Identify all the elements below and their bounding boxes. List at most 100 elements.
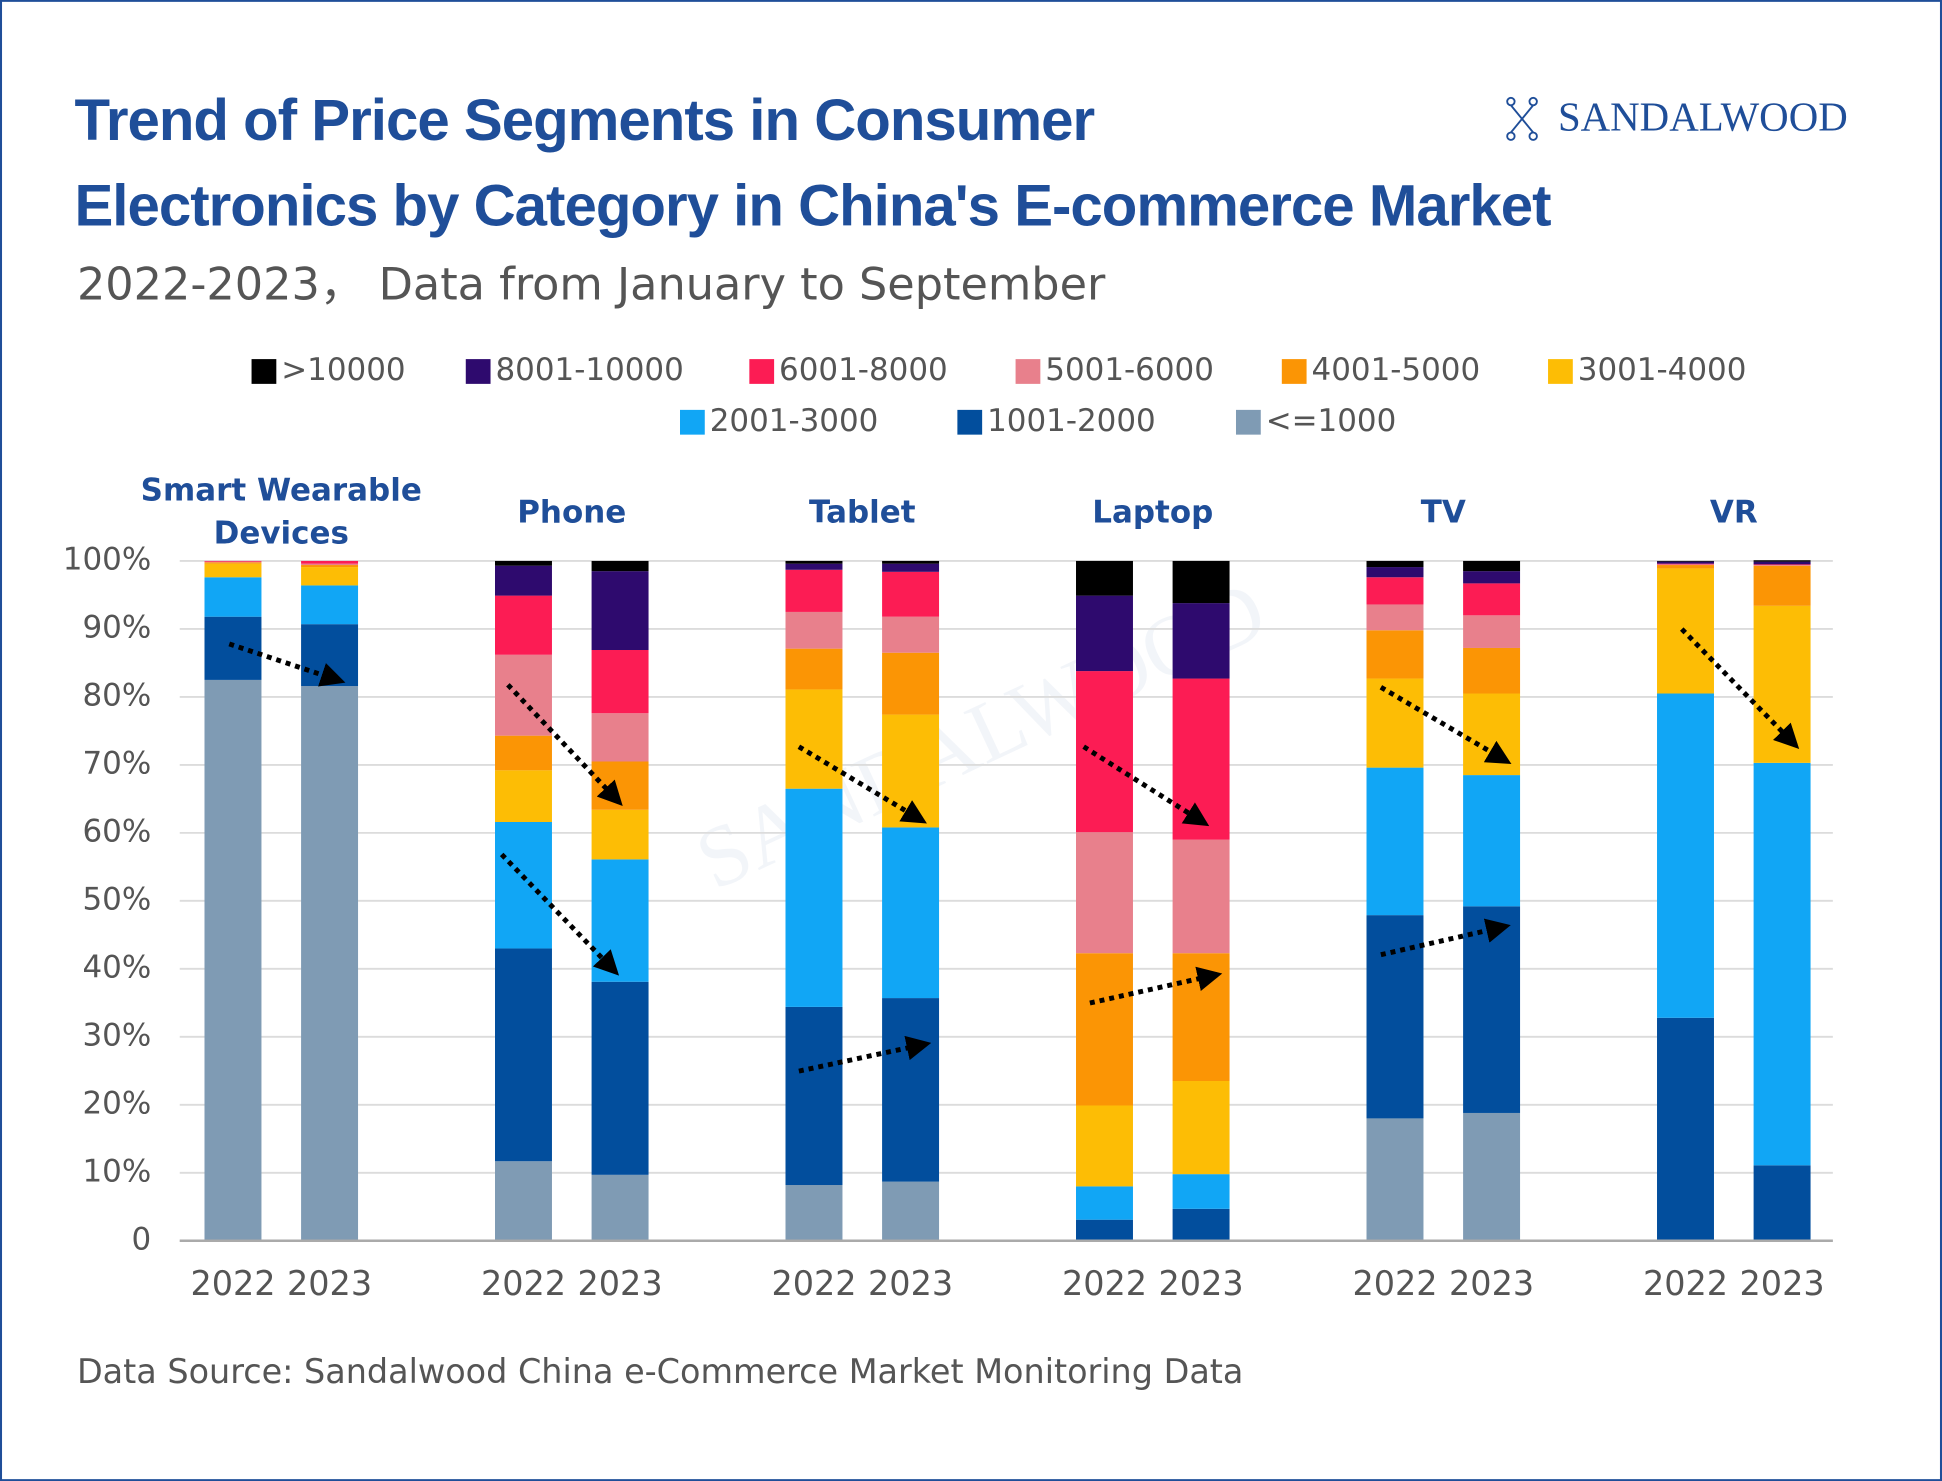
- group-label: Laptop: [1092, 493, 1214, 530]
- title-box: Trend of Price Segments in Consumer Elec…: [74, 86, 1551, 238]
- legend-swatch: [957, 409, 983, 435]
- legend-swatch: [749, 359, 775, 384]
- bar-segment: [1076, 1186, 1133, 1220]
- bar-segment: [1657, 564, 1714, 566]
- y-tick-label: 30%: [82, 1017, 151, 1053]
- bar-segment: [1366, 567, 1424, 578]
- bar-segment: [494, 948, 552, 1162]
- legend-label: 5001-6000: [1045, 352, 1214, 388]
- y-tick-label: 60%: [82, 813, 151, 849]
- y-tick-label: 40%: [82, 949, 151, 985]
- bar-segment: [1657, 563, 1714, 565]
- bar-segment: [882, 1181, 940, 1241]
- y-tick-label: 0: [132, 1221, 152, 1257]
- subtitle: 2022-2023， Data from January to Septembe…: [77, 258, 1106, 310]
- y-tick-label: 10%: [82, 1153, 151, 1189]
- bar-segment: [494, 560, 552, 566]
- bar-segment: [785, 563, 843, 570]
- bar-segment: [301, 565, 359, 568]
- bar-segment: [591, 1174, 649, 1241]
- bar-segment: [1753, 564, 1811, 566]
- bar-segment: [494, 595, 552, 655]
- legend-label: 3001-4000: [1578, 352, 1747, 388]
- group-label-box: Laptop: [1092, 493, 1214, 530]
- bar-segment: [301, 624, 359, 687]
- bar-segment: [1753, 560, 1811, 562]
- legend-label: 8001-10000: [495, 352, 683, 388]
- bar-segment: [882, 714, 940, 828]
- bar-segment: [1657, 693, 1714, 1018]
- legend-label: 6001-8000: [779, 352, 948, 388]
- bar-segment: [882, 616, 940, 653]
- bar-segment: [1463, 571, 1521, 584]
- legend-label: <=1000: [1266, 403, 1397, 439]
- bar-segment: [301, 563, 359, 566]
- legend-swatch: [1548, 359, 1573, 384]
- bar-segment: [1076, 953, 1133, 1106]
- bar-segment: [301, 585, 359, 625]
- bar-segment: [785, 1185, 843, 1241]
- bar-segment: [1076, 1219, 1133, 1241]
- bar-segment: [1366, 915, 1424, 1119]
- bar-segment: [494, 770, 552, 822]
- bar-segment: [1657, 565, 1714, 569]
- bar-segment: [1366, 630, 1424, 679]
- bar-segment: [1463, 560, 1521, 572]
- bar-segment: [1366, 577, 1424, 605]
- legend-swatch: [1235, 409, 1261, 435]
- bar-segment: [1753, 605, 1811, 763]
- bar-segment: [882, 563, 940, 572]
- bar-segment: [1753, 561, 1811, 565]
- group-label: VR: [1709, 493, 1758, 530]
- bar-segment: [301, 686, 359, 1241]
- bar-segment: [1172, 1081, 1230, 1175]
- bar-segment: [1366, 560, 1424, 568]
- logo-icon: [1506, 96, 1538, 141]
- group-label-box: Smart Wearable Devices: [141, 472, 422, 551]
- x-tick-label: 2023: [1159, 1264, 1244, 1303]
- bar-segment: [1172, 839, 1230, 954]
- bar-segment: [1366, 678, 1424, 768]
- bar-segment: [204, 616, 262, 680]
- legend-swatch: [1015, 359, 1041, 384]
- x-tick-label: 2022: [1062, 1264, 1147, 1303]
- bar-segment: [494, 1161, 552, 1241]
- legend-label: 2001-3000: [710, 403, 879, 439]
- group-label: TV: [1420, 493, 1466, 530]
- bar-segment: [1366, 1118, 1424, 1241]
- bar-segment: [785, 648, 843, 690]
- bar-segment: [204, 560, 262, 562]
- legend-swatch: [465, 359, 491, 384]
- bar-segment: [204, 561, 262, 563]
- y-tick-label: 80%: [82, 677, 151, 713]
- x-tick-label: 2022: [190, 1264, 275, 1303]
- legend-label: 4001-5000: [1312, 352, 1481, 388]
- bar-segment: [1753, 565, 1811, 566]
- chart-title: Trend of Price Segments in Consumer Elec…: [74, 86, 1551, 238]
- bar-segment: [591, 713, 649, 762]
- bar-segment: [591, 761, 649, 810]
- bar-segment: [1463, 1112, 1521, 1241]
- bar-segment: [1463, 615, 1521, 648]
- bar-segment: [1366, 767, 1424, 916]
- source: Data Source: Sandalwood China e-Commerce…: [77, 1352, 1243, 1391]
- y-tick-label: 50%: [82, 881, 151, 917]
- bar-segment: [494, 565, 552, 596]
- group-label-box: VR: [1709, 493, 1758, 530]
- bar-segment: [785, 560, 843, 564]
- bar-segment: [1366, 604, 1424, 631]
- y-tick-label: 70%: [82, 745, 151, 781]
- bar-segment: [1753, 1165, 1811, 1241]
- bar-segment: [1463, 583, 1521, 616]
- bar-segment: [785, 788, 843, 1007]
- bar-segment: [204, 679, 262, 1241]
- bar-segment: [1076, 560, 1133, 596]
- bar-segment: [591, 809, 649, 860]
- bar-segment: [494, 735, 552, 771]
- bar-segment: [1076, 671, 1133, 833]
- bar-segment: [494, 821, 552, 949]
- x-tick-label: 2022: [1643, 1264, 1728, 1303]
- legend-label: 1001-2000: [987, 403, 1156, 439]
- bar-segment: [1172, 1208, 1230, 1241]
- legend-swatch: [1281, 359, 1307, 384]
